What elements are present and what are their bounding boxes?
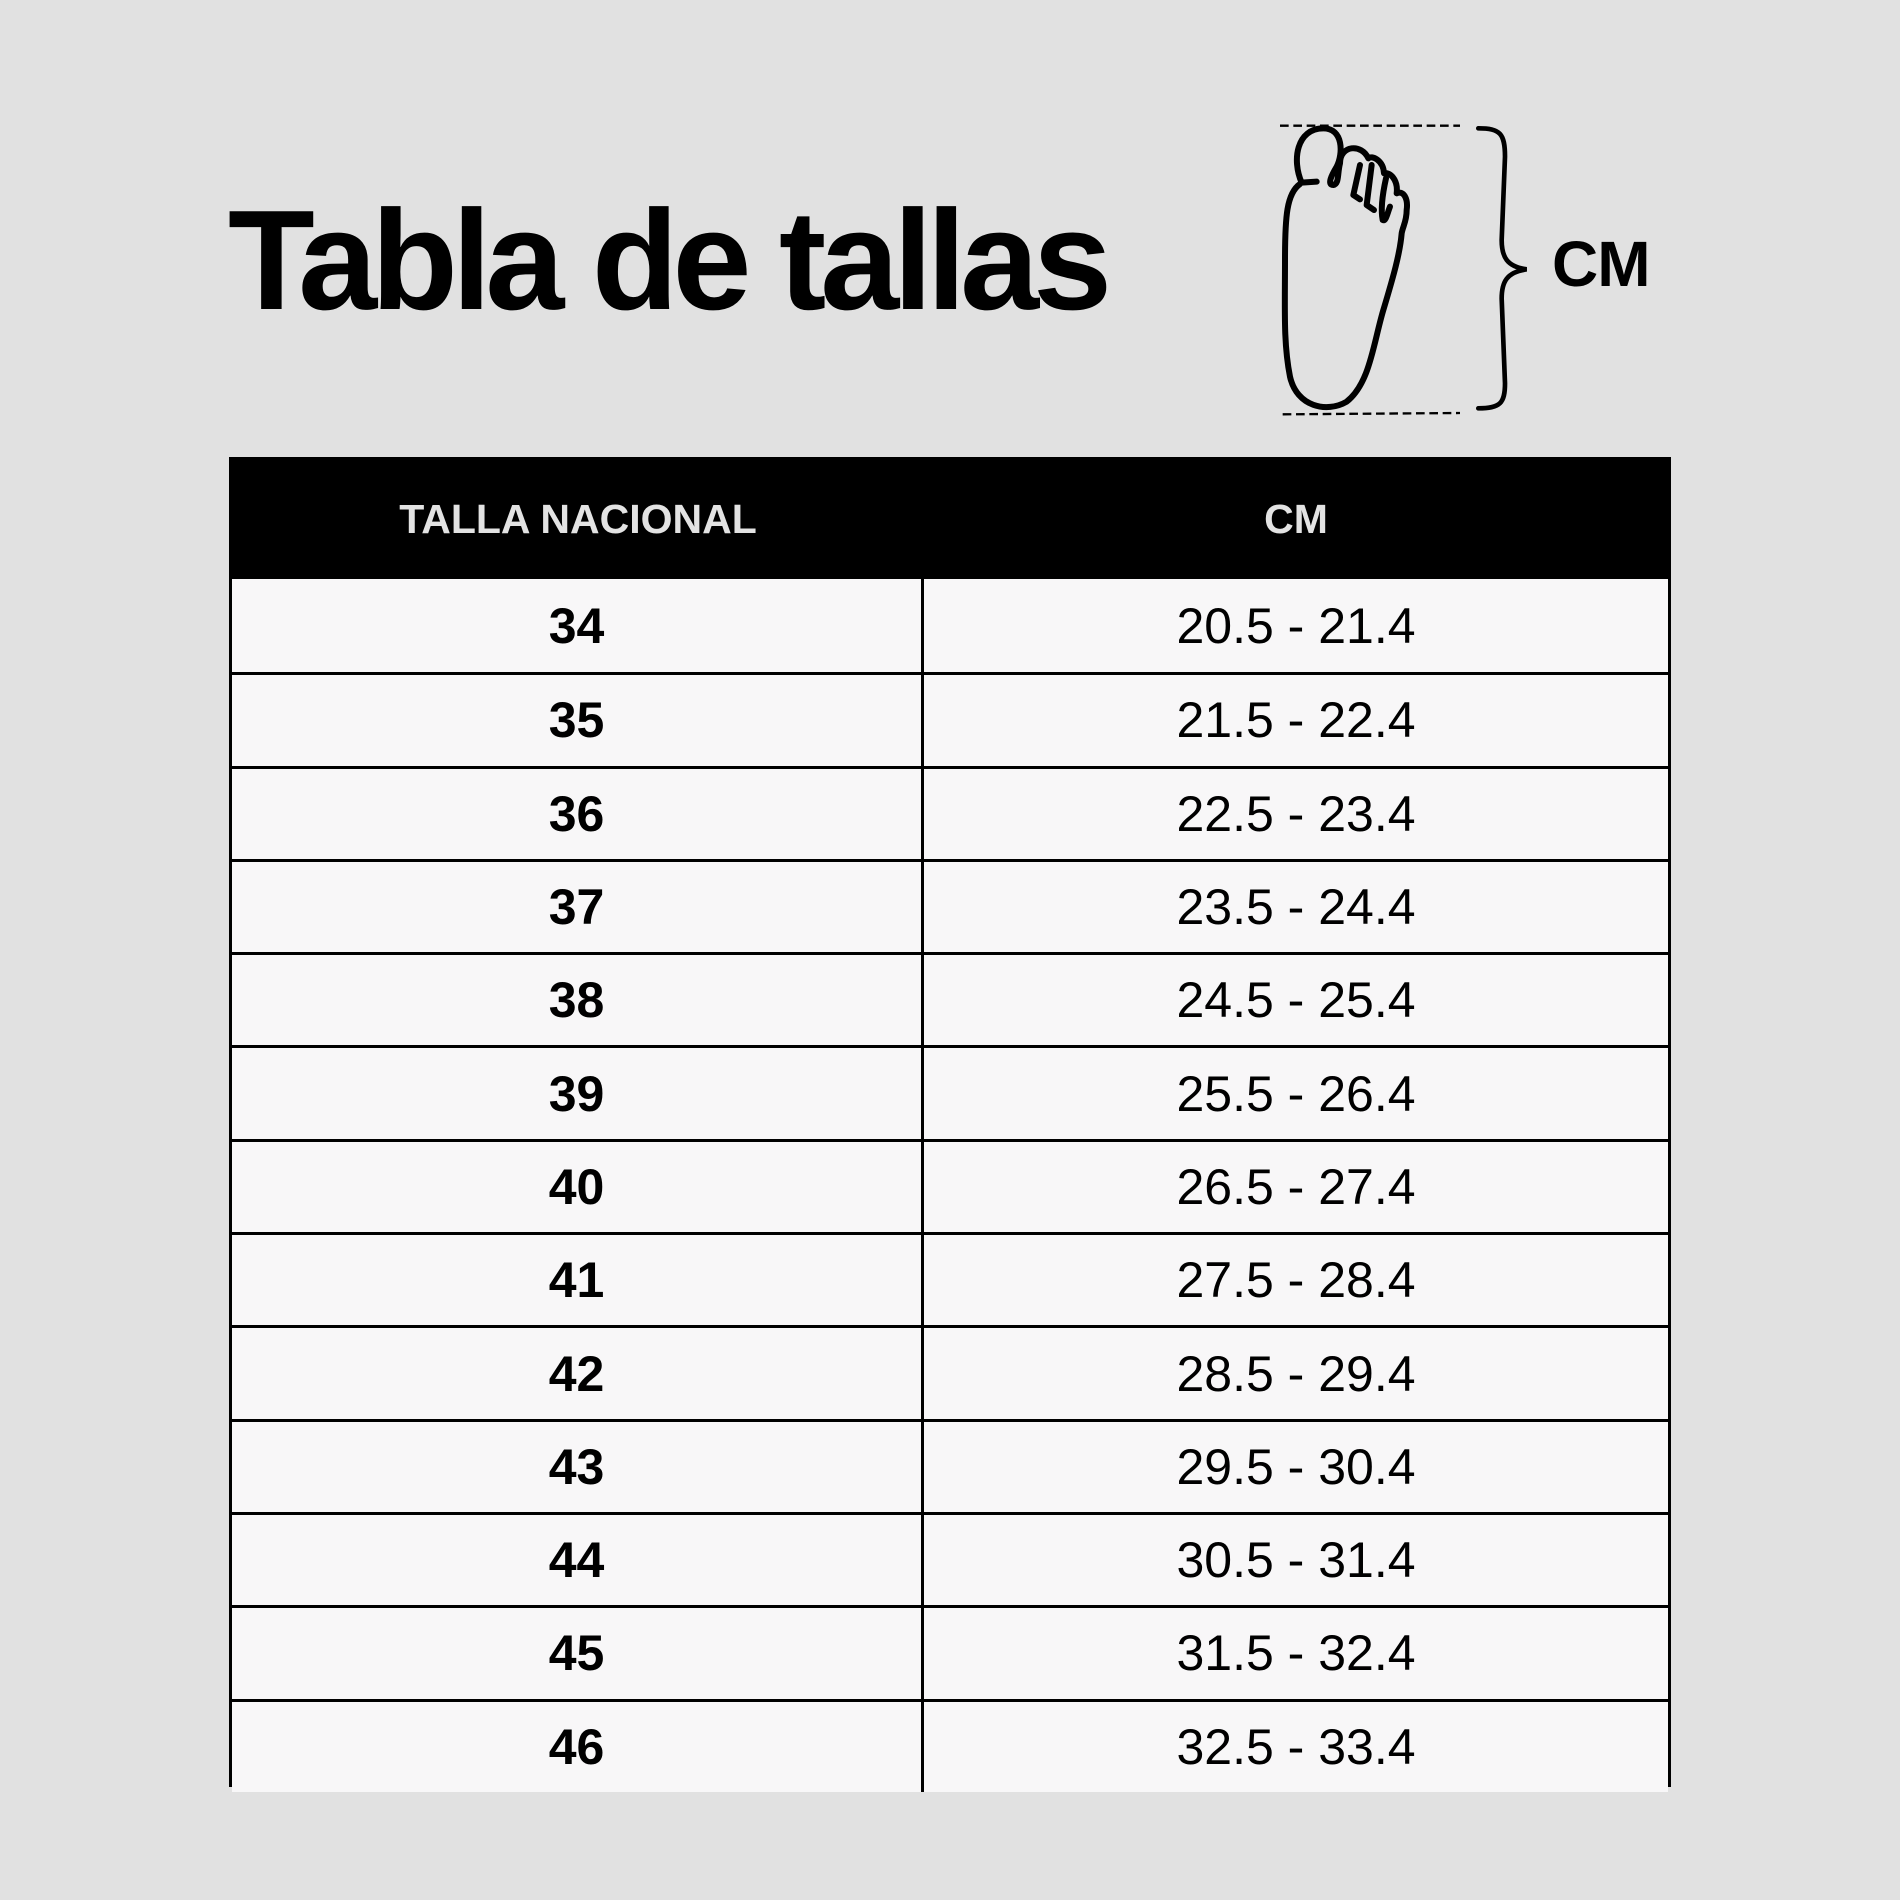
table-row: 37 23.5 - 24.4	[232, 858, 1668, 953]
size-table: TALLA NACIONAL CM 34 20.5 - 21.4 35 21.5 - …	[229, 457, 1671, 1792]
cm-range-cell: 30.5 - 31.4	[924, 1514, 1668, 1606]
table-row: 42 28.5 - 29.4	[232, 1325, 1668, 1419]
unit-label: CM	[1552, 228, 1651, 300]
size-cell: 35	[232, 675, 924, 766]
size-cell: 36	[232, 768, 924, 859]
table-body: 34 20.5 - 21.4 35 21.5 - 22.4 36 22.5 - 23.4 3…	[232, 579, 1668, 1792]
size-cell: 44	[232, 1514, 924, 1606]
dashed-guide-lines	[1280, 124, 1461, 416]
table-row: 34 20.5 - 21.4	[232, 579, 1668, 673]
table-row: 46 32.5 - 33.4	[232, 1698, 1668, 1792]
size-cell: 40	[232, 1141, 924, 1233]
page-title: Tabla de tallas	[228, 181, 1112, 340]
cm-range-cell: 20.5 - 21.4	[924, 579, 1668, 673]
size-cell: 34	[232, 579, 924, 673]
size-cell: 43	[232, 1421, 924, 1512]
table-row: 45 31.5 - 32.4	[232, 1605, 1668, 1699]
cm-range-cell: 28.5 - 29.4	[924, 1328, 1668, 1419]
table-row: 38 24.5 - 25.4	[232, 952, 1668, 1046]
cm-range-cell: 27.5 - 28.4	[924, 1235, 1668, 1326]
size-cell: 42	[232, 1328, 924, 1419]
size-cell: 45	[232, 1608, 924, 1699]
size-cell: 41	[232, 1235, 924, 1326]
cm-range-cell: 29.5 - 30.4	[924, 1421, 1668, 1512]
size-cell: 46	[232, 1701, 924, 1792]
cm-range-cell: 25.5 - 26.4	[924, 1048, 1668, 1139]
table-row: 43 29.5 - 30.4	[232, 1418, 1668, 1512]
column-header-talla: TALLA NACIONAL	[399, 496, 757, 542]
table-row: 36 22.5 - 23.4	[232, 765, 1668, 859]
size-cell: 39	[232, 1048, 924, 1139]
table-row: 40 26.5 - 27.4	[232, 1138, 1668, 1233]
brace-icon	[1476, 126, 1528, 411]
size-cell: 37	[232, 861, 924, 953]
cm-range-cell: 23.5 - 24.4	[924, 861, 1668, 953]
cm-range-cell: 22.5 - 23.4	[924, 768, 1668, 859]
foot-measure-diagram	[1280, 124, 1528, 416]
column-header-cm: CM	[1264, 496, 1328, 542]
table-row: 44 30.5 - 31.4	[232, 1511, 1668, 1606]
table-header: TALLA NACIONAL CM	[232, 460, 1668, 579]
table-row: 39 25.5 - 26.4	[232, 1045, 1668, 1139]
foot-icon	[1281, 125, 1410, 411]
cm-range-cell: 31.5 - 32.4	[924, 1608, 1668, 1699]
table-row: 35 21.5 - 22.4	[232, 672, 1668, 766]
cm-range-cell: 21.5 - 22.4	[924, 675, 1668, 766]
table-row: 41 27.5 - 28.4	[232, 1232, 1668, 1326]
size-cell: 38	[232, 955, 924, 1046]
cm-range-cell: 24.5 - 25.4	[924, 955, 1668, 1046]
cm-range-cell: 32.5 - 33.4	[924, 1701, 1668, 1792]
cm-range-cell: 26.5 - 27.4	[924, 1141, 1668, 1233]
